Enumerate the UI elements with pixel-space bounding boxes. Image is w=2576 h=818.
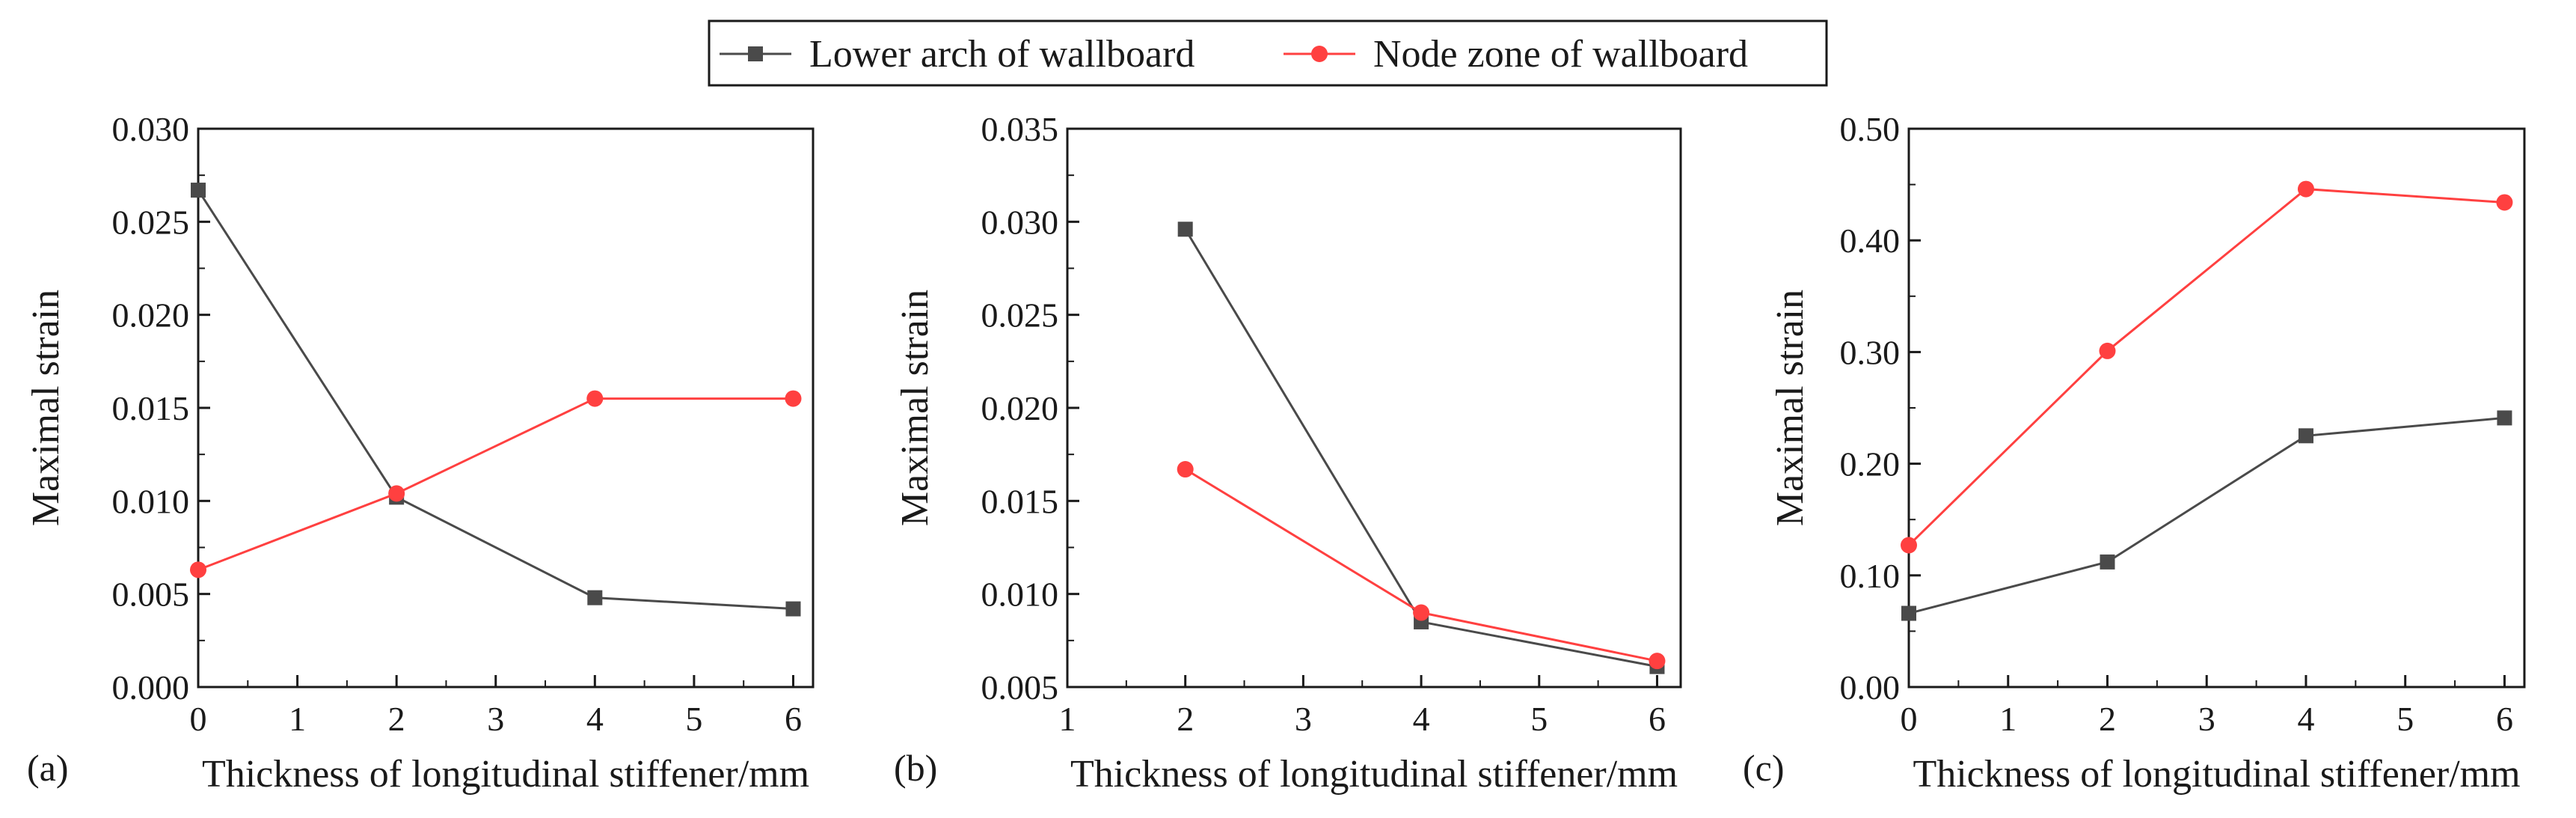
- data-point-square: [587, 590, 603, 605]
- data-point-circle: [1413, 604, 1430, 621]
- data-point-circle: [1901, 537, 1917, 554]
- series-line-lower-arch: [197, 189, 794, 611]
- panel-label: (a): [27, 747, 69, 789]
- y-tick-label: 0.020: [981, 389, 1059, 427]
- x-tick-label: 1: [289, 700, 306, 738]
- chart-panel-c: 0 1 2 3 4 5 6 0.00 0.10 0.20 0.30 0.40 0.50 Thickness…: [1743, 110, 2526, 796]
- plot-frame: [1066, 127, 1682, 689]
- x-tick-label: 5: [1530, 700, 1548, 738]
- data-point-circle: [2496, 194, 2513, 211]
- data-point-square: [191, 183, 206, 198]
- data-point-square: [1177, 222, 1193, 237]
- x-tick-label: 4: [2297, 700, 2314, 738]
- y-axis-title: Maximal strain: [25, 290, 67, 526]
- legend-label: Lower arch of wallboard: [809, 33, 1195, 76]
- x-tick-label: 3: [1295, 700, 1312, 738]
- y-tick-label: 0.010: [112, 482, 190, 520]
- chart-panel-a: 0 1 2 3 4 5 6 0.000 0.005 0.010 0.015 0.020 0.025 0.0…: [25, 110, 815, 796]
- y-tick-label: 0.015: [981, 482, 1059, 520]
- chart-panel-b: 1 2 3 4 5 6 0.005 0.010 0.015 0.020 0.025 0.030 0.03…: [894, 110, 1682, 796]
- y-tick-label: 0.20: [1840, 445, 1901, 483]
- data-point-square: [2298, 428, 2313, 444]
- data-point-square: [785, 601, 801, 617]
- data-point-circle: [388, 485, 405, 502]
- x-tick-label: 1: [1999, 700, 2017, 738]
- y-axis-title: Maximal strain: [1769, 290, 1812, 526]
- data-point-square: [2100, 554, 2115, 570]
- y-tick-label: 0.020: [112, 296, 190, 335]
- x-tick-label: 4: [586, 700, 604, 738]
- legend-marker-circle: [1311, 46, 1328, 62]
- data-point-circle: [190, 561, 206, 579]
- series-line-node-zone: [197, 397, 794, 571]
- x-tick-label: 0: [190, 700, 207, 738]
- legend-box: [708, 19, 1828, 87]
- panel-label: (b): [894, 747, 937, 789]
- y-tick-label: 0.40: [1840, 222, 1901, 260]
- y-axis-title: Maximal strain: [894, 290, 936, 526]
- data-point-circle: [2297, 180, 2314, 198]
- y-tick-label: 0.50: [1840, 110, 1901, 148]
- plot-frame: [1907, 127, 2526, 689]
- y-tick-label: 0.30: [1840, 333, 1901, 371]
- legend-label: Node zone of wallboard: [1373, 33, 1748, 76]
- y-tick-label: 0.015: [112, 389, 190, 427]
- x-tick-label: 3: [2198, 700, 2215, 738]
- data-point-circle: [785, 390, 802, 407]
- y-tick-label: 0.030: [112, 110, 190, 148]
- y-tick-label: 0.005: [981, 668, 1059, 706]
- y-tick-label: 0.00: [1840, 668, 1901, 706]
- x-tick-label: 1: [1059, 700, 1076, 738]
- data-point-circle: [1649, 653, 1666, 670]
- x-tick-label: 3: [487, 700, 504, 738]
- x-tick-label: 0: [1901, 700, 1918, 738]
- series-line-node-zone: [1907, 188, 2505, 546]
- y-tick-label: 0.025: [112, 203, 190, 241]
- legend: Lower arch of wallboard Node zone of wall…: [708, 19, 1828, 87]
- plot-frame: [197, 127, 815, 689]
- data-point-square: [1901, 605, 1916, 621]
- x-tick-label: 5: [2396, 700, 2414, 738]
- y-tick-label: 0.025: [981, 296, 1059, 335]
- y-tick-label: 0.10: [1840, 557, 1901, 595]
- data-point-circle: [2099, 342, 2116, 359]
- x-tick-label: 2: [2099, 700, 2116, 738]
- x-tick-label: 6: [2496, 700, 2513, 738]
- y-tick-label: 0.005: [112, 576, 190, 614]
- panel-label: (c): [1743, 747, 1785, 789]
- y-tick-label: 0.035: [981, 110, 1059, 148]
- data-point-square: [2497, 410, 2512, 426]
- x-tick-label: 5: [685, 700, 702, 738]
- x-tick-label: 6: [785, 700, 802, 738]
- x-axis-title: Thickness of longitudinal stiffener/mm: [202, 753, 809, 796]
- legend-marker-square: [748, 46, 763, 61]
- y-tick-label: 0.030: [981, 203, 1059, 241]
- x-tick-label: 4: [1413, 700, 1430, 738]
- x-axis-title: Thickness of longitudinal stiffener/mm: [1913, 753, 2520, 796]
- y-tick-label: 0.000: [112, 668, 190, 706]
- x-tick-label: 2: [1177, 700, 1194, 738]
- series-line-node-zone: [1184, 468, 1657, 662]
- data-point-circle: [1177, 461, 1194, 478]
- x-tick-label: 6: [1649, 700, 1666, 738]
- data-point-circle: [586, 390, 604, 407]
- x-tick-label: 2: [388, 700, 405, 738]
- series-line-lower-arch: [1908, 416, 2505, 614]
- x-axis-title: Thickness of longitudinal stiffener/mm: [1070, 753, 1678, 796]
- y-tick-label: 0.010: [981, 576, 1059, 614]
- series-line-lower-arch: [1184, 228, 1657, 668]
